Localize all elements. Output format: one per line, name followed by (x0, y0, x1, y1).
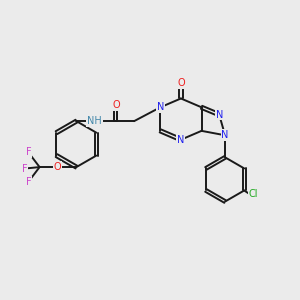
Text: O: O (177, 78, 185, 88)
Text: N: N (157, 102, 164, 112)
Text: N: N (221, 130, 229, 140)
Text: O: O (112, 100, 120, 110)
Text: F: F (22, 164, 28, 173)
Text: NH: NH (87, 116, 102, 126)
Text: N: N (215, 110, 223, 120)
Text: Cl: Cl (248, 189, 258, 199)
Text: F: F (26, 147, 31, 158)
Text: N: N (177, 135, 184, 145)
Text: F: F (26, 177, 31, 187)
Text: O: O (53, 162, 61, 172)
